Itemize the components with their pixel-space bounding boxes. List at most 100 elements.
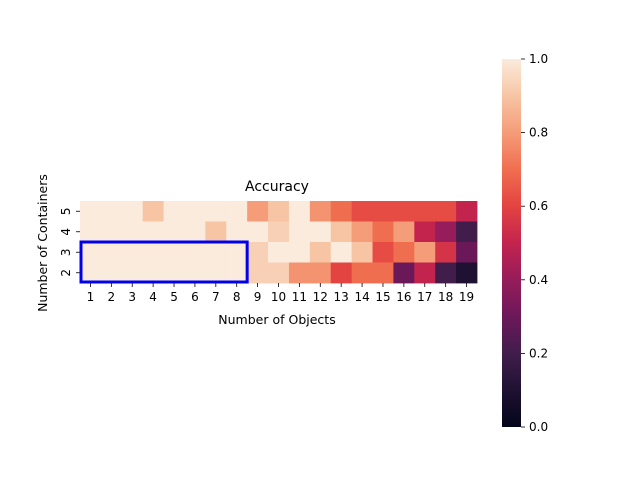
x-tick-label: 4 xyxy=(149,290,157,304)
heatmap-cell xyxy=(142,221,164,243)
heatmap-cell xyxy=(268,262,290,284)
heatmap-cell xyxy=(247,221,269,243)
x-tick-label: 5 xyxy=(170,290,178,304)
y-axis-label: Number of Containers xyxy=(35,174,50,312)
x-tick-label: 1 xyxy=(87,290,95,304)
heatmap-cell xyxy=(393,201,415,222)
heatmap-cell xyxy=(184,262,206,284)
heatmap-cell xyxy=(226,242,248,263)
heatmap-cell xyxy=(268,221,290,243)
x-tick-label: 15 xyxy=(375,290,390,304)
heatmap-cell xyxy=(121,201,144,222)
heatmap-cell xyxy=(226,201,248,222)
heatmap-cell xyxy=(456,201,478,222)
heatmap-cell xyxy=(288,201,311,222)
colorbar xyxy=(502,59,521,427)
heatmap-cell xyxy=(247,201,269,222)
x-tick-label: 2 xyxy=(108,290,116,304)
heatmap-cell xyxy=(100,262,123,284)
colorbar-tick-label: 0.4 xyxy=(529,273,548,287)
x-tick-label: 10 xyxy=(271,290,286,304)
heatmap-cell xyxy=(226,262,248,284)
x-tick-label: 8 xyxy=(233,290,241,304)
x-tick-label: 17 xyxy=(417,290,432,304)
heatmap-cell xyxy=(414,262,436,284)
heatmap-cell xyxy=(205,242,227,263)
x-tick-label: 11 xyxy=(292,290,307,304)
heatmap-cell xyxy=(205,201,227,222)
heatmap-cell xyxy=(142,242,164,263)
heatmap-cell xyxy=(80,262,102,284)
y-axis-ticks: 5 4 3 2 xyxy=(59,207,80,277)
heatmap-cell xyxy=(309,262,332,284)
heatmap-cell xyxy=(268,242,290,263)
heatmap-cell xyxy=(414,221,436,243)
heatmap-cell xyxy=(351,221,373,243)
heatmap-cell xyxy=(121,221,144,243)
heatmap-cell xyxy=(372,221,394,243)
heatmap-cell xyxy=(372,242,394,263)
colorbar-tick-label: 0.0 xyxy=(529,420,548,434)
heatmap-cell xyxy=(435,262,457,284)
heatmap-cell xyxy=(435,221,457,243)
heatmap-cell xyxy=(184,221,206,243)
x-tick-label: 6 xyxy=(191,290,199,304)
x-tick-label: 14 xyxy=(354,290,369,304)
heatmap-cell xyxy=(330,242,353,263)
heatmap-cell xyxy=(184,201,206,222)
heatmap-cell xyxy=(100,242,123,263)
heatmap-cell xyxy=(330,262,353,284)
heatmap-cell xyxy=(330,221,353,243)
heatmap-cell xyxy=(351,201,373,222)
heatmap-cell xyxy=(163,201,185,222)
x-tick-label: 3 xyxy=(128,290,136,304)
heatmap-cell xyxy=(309,201,332,222)
heatmap-cell xyxy=(121,262,144,284)
heatmap-cell xyxy=(288,242,311,263)
x-tick-label: 13 xyxy=(334,290,349,304)
heatmap-cell xyxy=(414,201,436,222)
heatmap-cell xyxy=(226,221,248,243)
heatmap-cell xyxy=(80,242,102,263)
heatmap-cell xyxy=(247,242,269,263)
heatmap-cell xyxy=(142,262,164,284)
x-tick-label: 9 xyxy=(254,290,262,304)
heatmap-cell xyxy=(100,201,123,222)
heatmap-cell xyxy=(163,221,185,243)
heatmap-cell xyxy=(456,242,478,263)
heatmap-cells xyxy=(80,201,478,284)
heatmap-cell xyxy=(205,262,227,284)
heatmap-cell xyxy=(393,242,415,263)
colorbar-ticks: 0.0 0.2 0.4 0.6 0.8 1.0 xyxy=(521,52,548,434)
heatmap-cell xyxy=(163,242,185,263)
heatmap-cell xyxy=(309,221,332,243)
y-tick-label: 3 xyxy=(59,248,73,256)
heatmap-cell xyxy=(247,262,269,284)
chart-title: Accuracy xyxy=(245,179,309,195)
heatmap-cell xyxy=(351,262,373,284)
x-tick-label: 12 xyxy=(313,290,328,304)
heatmap-cell xyxy=(330,201,353,222)
x-tick-label: 16 xyxy=(396,290,411,304)
heatmap-cell xyxy=(435,201,457,222)
heatmap-cell xyxy=(372,262,394,284)
x-axis-label: Number of Objects xyxy=(218,312,335,327)
colorbar-tick-label: 1.0 xyxy=(529,52,548,66)
heatmap-cell xyxy=(456,221,478,243)
x-tick-label: 18 xyxy=(438,290,453,304)
heatmap-cell xyxy=(205,221,227,243)
heatmap-cell xyxy=(80,221,102,243)
highlight-box xyxy=(79,240,249,284)
heatmap-cell xyxy=(414,242,436,263)
heatmap-cell xyxy=(80,201,102,222)
heatmap-cell xyxy=(351,242,373,263)
heatmap-cell xyxy=(142,201,164,222)
heatmap-cell xyxy=(288,262,311,284)
colorbar-tick-label: 0.8 xyxy=(529,126,548,140)
heatmap-cell xyxy=(100,221,123,243)
heatmap-cell xyxy=(456,262,478,284)
x-tick-label: 7 xyxy=(212,290,220,304)
heatmap-cell xyxy=(121,242,144,263)
heatmap-cell xyxy=(309,242,332,263)
